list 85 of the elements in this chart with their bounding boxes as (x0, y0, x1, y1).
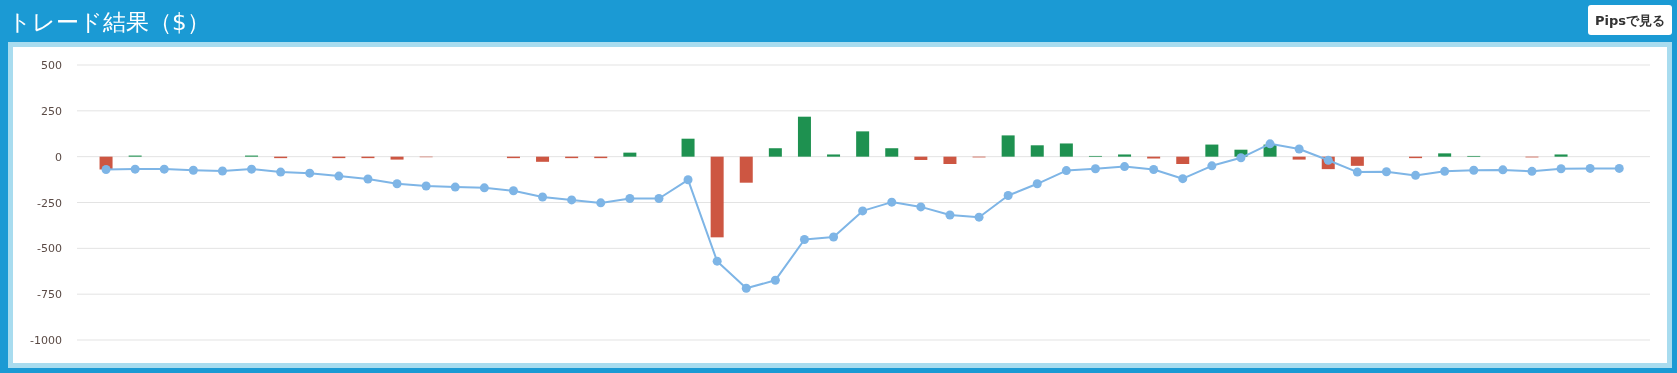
chart-title: トレード結果（$） (8, 9, 210, 35)
point (625, 193, 635, 203)
point (1207, 161, 1217, 171)
bar (1554, 154, 1568, 157)
point (1323, 155, 1333, 165)
y-tick-label: -750 (37, 288, 62, 302)
y-tick-label: -500 (37, 242, 62, 256)
bar (390, 156, 404, 160)
point (421, 181, 431, 191)
bar (1292, 156, 1306, 160)
point (1411, 170, 1421, 180)
point (188, 165, 198, 175)
bar (885, 148, 899, 157)
bar (827, 154, 841, 157)
y-tick-label: -1000 (30, 334, 62, 347)
y-tick-label: 500 (41, 59, 62, 72)
point (1294, 144, 1304, 154)
point (654, 193, 664, 203)
point (1120, 162, 1130, 172)
point (1265, 139, 1275, 149)
point (1381, 167, 1391, 177)
point (1032, 179, 1042, 189)
point (1469, 165, 1479, 175)
bar (1205, 144, 1219, 157)
point (770, 275, 780, 285)
bar (710, 156, 724, 238)
bar (1059, 143, 1073, 157)
point (1440, 166, 1450, 176)
point (1061, 166, 1071, 176)
bar (1118, 154, 1132, 157)
point (1149, 165, 1159, 174)
bar (623, 152, 637, 157)
point (567, 195, 577, 205)
point (1003, 191, 1013, 201)
bar (914, 156, 928, 160)
bar (1001, 135, 1015, 157)
point (1178, 174, 1188, 184)
point (683, 175, 693, 185)
bar (797, 116, 811, 157)
point (479, 183, 489, 193)
bar (536, 156, 550, 162)
point (741, 283, 751, 293)
bar (681, 138, 695, 157)
y-tick-label: -250 (37, 196, 62, 210)
point (712, 256, 722, 266)
bar (739, 156, 753, 183)
point (305, 168, 315, 178)
point (363, 174, 373, 184)
point (508, 186, 518, 196)
y-tick-label: 250 (41, 104, 62, 118)
point (945, 210, 955, 220)
point (101, 165, 111, 174)
point (1352, 167, 1362, 177)
point (974, 212, 984, 222)
point (1498, 165, 1508, 175)
point (1527, 166, 1537, 176)
point (596, 198, 606, 208)
bar (856, 131, 870, 157)
point (887, 197, 897, 207)
point (1556, 164, 1566, 174)
y-tick-label: 0 (55, 150, 62, 164)
point (130, 164, 140, 174)
point (1090, 164, 1100, 174)
point (217, 166, 227, 176)
point (450, 182, 460, 192)
bar (768, 148, 782, 157)
point (159, 164, 169, 174)
point (538, 192, 548, 202)
bar (1438, 153, 1452, 157)
point (1585, 163, 1595, 173)
point (829, 232, 839, 242)
bar (943, 156, 957, 164)
point (276, 167, 286, 177)
button: Pipsで見る (1588, 5, 1672, 35)
point (799, 235, 809, 245)
point (1236, 153, 1246, 163)
bar (1030, 145, 1044, 157)
bar (1350, 156, 1364, 166)
point (916, 202, 926, 212)
bar (1176, 156, 1190, 164)
point (1614, 163, 1624, 173)
point (247, 164, 257, 174)
point (334, 171, 344, 181)
point (392, 179, 402, 189)
point (858, 206, 868, 216)
